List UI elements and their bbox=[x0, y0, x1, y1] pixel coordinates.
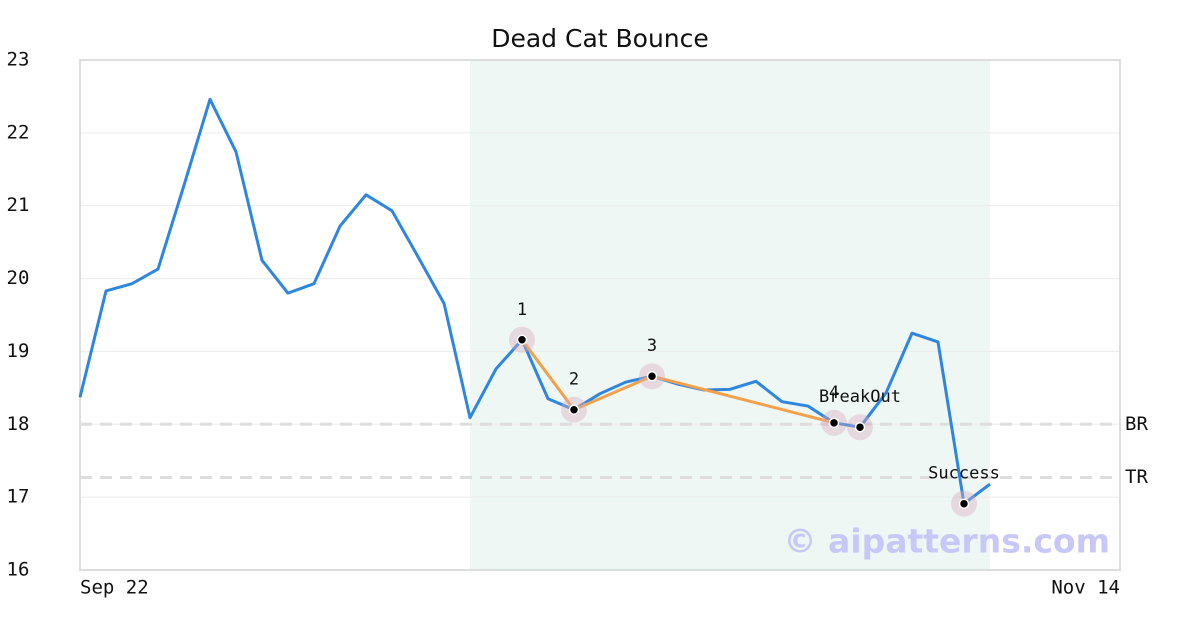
pattern-line bbox=[520, 338, 835, 425]
point-dot bbox=[568, 404, 580, 415]
y-tick-label: 16 bbox=[7, 559, 30, 581]
point-label: 2 bbox=[569, 370, 579, 390]
y-tick-label: 17 bbox=[7, 486, 30, 508]
highlight-region bbox=[470, 60, 990, 570]
y-tick-label: 22 bbox=[7, 121, 30, 143]
y-tick-label: 21 bbox=[7, 194, 30, 216]
x-tick-label: Sep 22 bbox=[80, 577, 149, 599]
point-label: Success bbox=[928, 464, 1000, 484]
point-dot bbox=[958, 498, 970, 509]
point-label: 1 bbox=[517, 300, 527, 320]
point-label: 4 bbox=[829, 383, 839, 403]
plot-frame bbox=[79, 59, 1121, 571]
point-dot bbox=[854, 421, 866, 433]
y-tick-label: 20 bbox=[7, 267, 30, 289]
point-dot bbox=[646, 370, 658, 382]
point-dot bbox=[516, 334, 528, 346]
point-label: BreakOut bbox=[819, 387, 901, 407]
y-tick-label: 19 bbox=[7, 340, 30, 362]
y-tick-label: 23 bbox=[7, 49, 30, 71]
x-tick-label: Nov 14 bbox=[1051, 577, 1120, 599]
reference-label: BR bbox=[1125, 413, 1148, 435]
chart-title: Dead Cat Bounce bbox=[491, 24, 709, 53]
y-tick-label: 18 bbox=[7, 413, 30, 435]
watermark: © aipatterns.com bbox=[784, 522, 1110, 561]
point-dot bbox=[828, 417, 840, 429]
point-label: 3 bbox=[647, 336, 657, 356]
reference-label: TR bbox=[1125, 466, 1148, 488]
